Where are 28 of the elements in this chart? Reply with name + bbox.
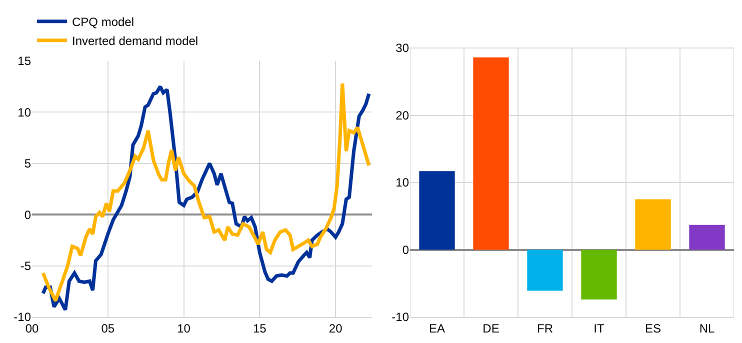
x-tick-label: 10 xyxy=(177,321,191,336)
x-tick-label: FR xyxy=(537,321,554,336)
y-tick-label: -5 xyxy=(20,259,32,273)
y-tick-label: 0 xyxy=(24,208,32,222)
y-tick-label: 10 xyxy=(18,105,32,120)
x-tick-label: DE xyxy=(482,321,500,336)
bar xyxy=(635,199,671,250)
y-tick-label: 15 xyxy=(18,54,32,68)
x-tick-label: IT xyxy=(594,321,605,336)
y-tick-label: 20 xyxy=(396,108,410,122)
bar xyxy=(527,250,563,291)
y-tick-label: 30 xyxy=(396,41,410,56)
legend-label: CPQ model xyxy=(72,15,134,30)
x-tick-label: EA xyxy=(428,321,446,336)
bar xyxy=(473,57,509,250)
x-tick-label: NL xyxy=(699,321,715,336)
x-tick-label: 05 xyxy=(101,321,115,336)
y-tick-label: 5 xyxy=(24,156,32,171)
bar xyxy=(419,171,455,250)
y-tick-label: -10 xyxy=(392,310,410,324)
bar xyxy=(581,250,617,300)
bar xyxy=(689,224,725,250)
x-tick-label: 20 xyxy=(328,321,343,336)
x-tick-label: 15 xyxy=(253,321,267,336)
legend-label: Inverted demand model xyxy=(72,34,198,48)
x-tick-label: ES xyxy=(644,321,662,336)
y-tick-label: 0 xyxy=(402,242,410,257)
y-tick-label: 10 xyxy=(396,176,410,190)
